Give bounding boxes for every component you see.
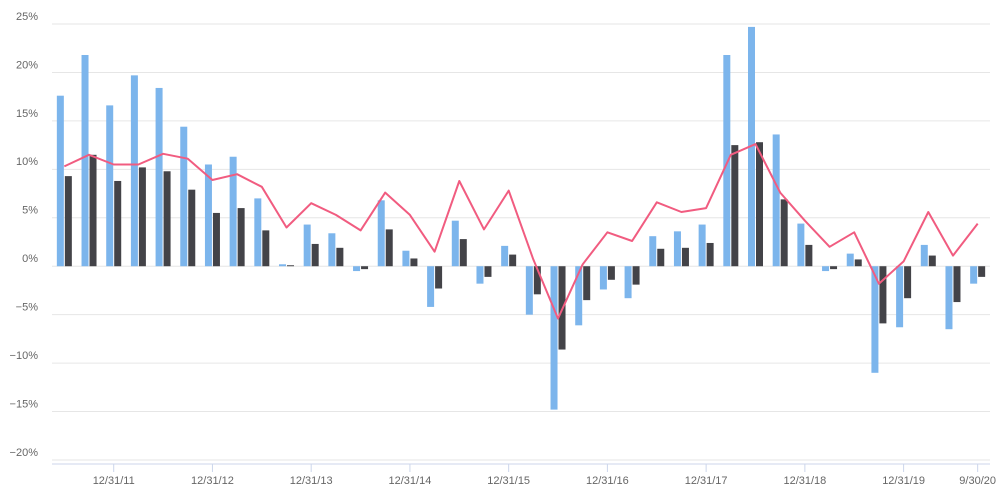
x-tick-label: 12/31/13 bbox=[290, 475, 333, 487]
bar bbox=[279, 264, 286, 267]
x-tick-label: 12/31/18 bbox=[783, 475, 826, 487]
y-tick-label: −20% bbox=[10, 447, 39, 459]
bar bbox=[797, 223, 805, 267]
bar bbox=[311, 243, 319, 267]
bar bbox=[138, 167, 146, 267]
bar bbox=[130, 75, 138, 267]
x-tick-label: 12/31/12 bbox=[191, 475, 234, 487]
bar bbox=[953, 266, 961, 303]
y-tick-label: 25% bbox=[16, 11, 38, 23]
bar bbox=[212, 212, 220, 267]
bar bbox=[155, 87, 163, 267]
bar bbox=[262, 230, 270, 267]
bar bbox=[484, 266, 492, 277]
bar bbox=[459, 239, 467, 267]
bar bbox=[945, 266, 953, 330]
bar bbox=[822, 266, 830, 272]
x-tick-label: 12/31/16 bbox=[586, 475, 629, 487]
bar bbox=[970, 266, 978, 284]
bar bbox=[698, 224, 706, 267]
bar bbox=[607, 266, 615, 280]
bar bbox=[854, 259, 862, 267]
bar bbox=[188, 189, 196, 267]
bar bbox=[756, 142, 763, 267]
y-tick-label: 20% bbox=[16, 59, 38, 71]
bar bbox=[780, 199, 788, 267]
bar bbox=[550, 266, 558, 410]
y-tick-label: 5% bbox=[22, 205, 38, 217]
bar bbox=[533, 266, 541, 295]
bar bbox=[846, 253, 854, 267]
bar bbox=[805, 244, 813, 267]
bar bbox=[624, 266, 632, 299]
bar bbox=[204, 164, 212, 267]
bar bbox=[229, 156, 237, 267]
bar bbox=[525, 266, 533, 315]
bar bbox=[731, 145, 739, 267]
bar bbox=[632, 266, 640, 285]
bar bbox=[89, 154, 97, 267]
bar bbox=[978, 266, 986, 277]
line-series bbox=[63, 143, 979, 320]
bar bbox=[114, 180, 122, 267]
bar bbox=[476, 266, 484, 284]
x-tick-label: 9/30/20 bbox=[959, 475, 996, 487]
bar bbox=[501, 245, 509, 267]
bar bbox=[599, 266, 607, 290]
bar bbox=[879, 266, 887, 324]
y-tick-label: −5% bbox=[16, 302, 39, 314]
y-tick-label: 10% bbox=[16, 156, 38, 168]
bar bbox=[830, 266, 838, 270]
bar bbox=[681, 247, 689, 267]
bar bbox=[56, 95, 64, 267]
bar bbox=[361, 266, 369, 270]
bar bbox=[287, 265, 294, 267]
bar bbox=[106, 105, 114, 267]
bar bbox=[402, 250, 410, 267]
x-tick-label: 12/31/19 bbox=[882, 475, 925, 487]
bar bbox=[920, 244, 928, 267]
bar bbox=[64, 176, 72, 267]
bar bbox=[451, 220, 459, 267]
y-tick-label: 0% bbox=[22, 253, 38, 265]
bar bbox=[706, 242, 714, 267]
bar bbox=[904, 266, 912, 299]
y-tick-label: −15% bbox=[10, 398, 39, 410]
x-tick-label: 12/31/17 bbox=[685, 475, 728, 487]
bar bbox=[649, 236, 657, 267]
bar bbox=[673, 231, 681, 267]
bar bbox=[377, 200, 385, 267]
bar bbox=[163, 171, 171, 267]
bar bbox=[336, 247, 344, 267]
bar bbox=[772, 134, 780, 267]
bar bbox=[435, 266, 443, 289]
bar bbox=[303, 224, 311, 267]
bar bbox=[328, 233, 336, 267]
x-tick-label: 12/31/15 bbox=[487, 475, 530, 487]
bar bbox=[896, 266, 904, 328]
bar bbox=[928, 255, 936, 267]
bar bbox=[237, 208, 245, 267]
y-tick-label: 15% bbox=[16, 108, 38, 120]
x-tick-label: 12/31/14 bbox=[389, 475, 432, 487]
bar bbox=[254, 198, 262, 267]
bar bbox=[353, 266, 361, 272]
bar bbox=[657, 248, 665, 267]
bar bbox=[871, 266, 879, 373]
bar bbox=[427, 266, 435, 307]
bar bbox=[180, 126, 188, 267]
x-tick-label: 12/31/11 bbox=[93, 475, 135, 487]
bar bbox=[509, 254, 517, 267]
bar bbox=[575, 266, 583, 326]
bar bbox=[583, 266, 591, 301]
y-tick-label: −10% bbox=[10, 350, 39, 362]
bar bbox=[385, 229, 393, 267]
bar bbox=[410, 258, 418, 267]
bar bbox=[723, 55, 731, 267]
bar bbox=[81, 55, 89, 267]
